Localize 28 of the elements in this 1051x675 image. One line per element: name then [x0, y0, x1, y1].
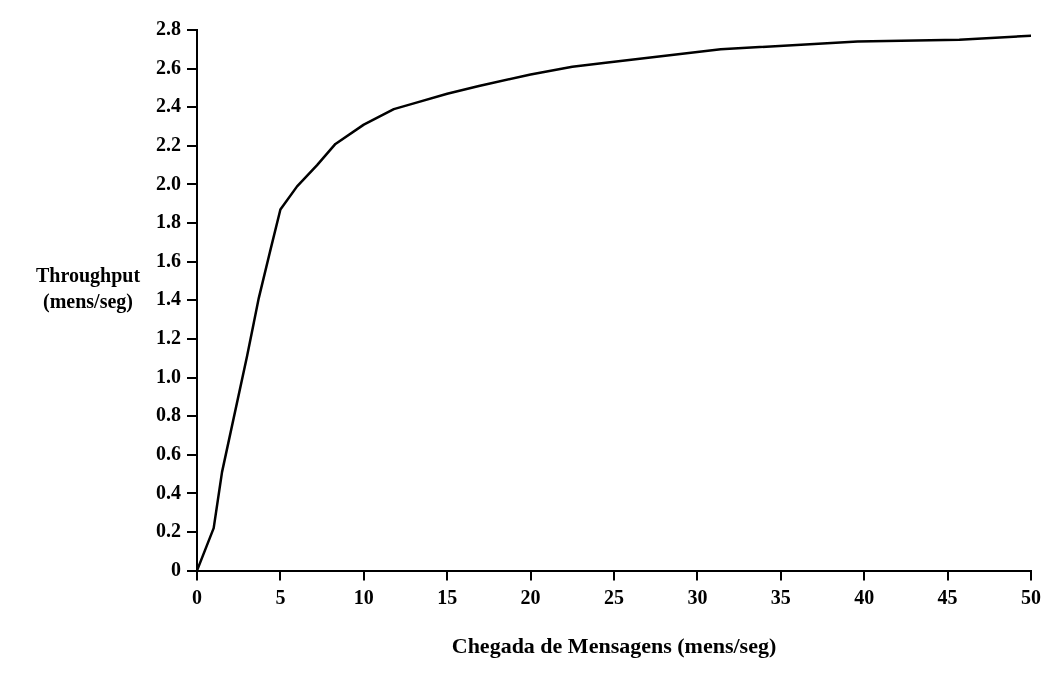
y-tick-label: 1.8: [156, 210, 181, 233]
y-tick-label: 1.6: [156, 248, 181, 271]
y-tick-label: 0.4: [156, 480, 181, 503]
x-tick-label: 15: [437, 585, 458, 608]
y-tick-label: 0.2: [156, 519, 181, 542]
x-tick-label: 45: [937, 585, 958, 608]
y-tick-label: 2.0: [156, 171, 181, 194]
y-tick-label: 2.6: [156, 55, 181, 78]
y-axis-title: Throughput (mens/seg): [35, 264, 141, 314]
x-tick-label: 40: [854, 585, 875, 608]
x-tick-label: 5: [275, 585, 286, 608]
x-tick-label: 10: [353, 585, 374, 608]
x-tick-label: 50: [1021, 585, 1041, 608]
x-tick-label: 20: [520, 585, 541, 608]
x-axis-title: Chegada de Mensagens (mens/seg): [451, 633, 777, 659]
y-tick-label: 1.2: [156, 326, 181, 349]
x-tick-label: 30: [687, 585, 708, 608]
y-tick-label: 2.2: [156, 133, 181, 156]
y-tick-label: 1.4: [156, 287, 181, 310]
y-tick-label: 0.6: [156, 441, 181, 464]
y-tick-label: 0: [171, 557, 181, 580]
y-tick-label: 1.0: [156, 364, 181, 387]
y-tick-label: 2.8: [156, 17, 181, 40]
y-tick-label: 0.8: [156, 403, 181, 426]
x-tick-label: 35: [770, 585, 791, 608]
x-tick-label: 25: [604, 585, 624, 608]
x-tick-label: 0: [192, 585, 202, 608]
y-tick-label: 2.4: [156, 94, 181, 117]
